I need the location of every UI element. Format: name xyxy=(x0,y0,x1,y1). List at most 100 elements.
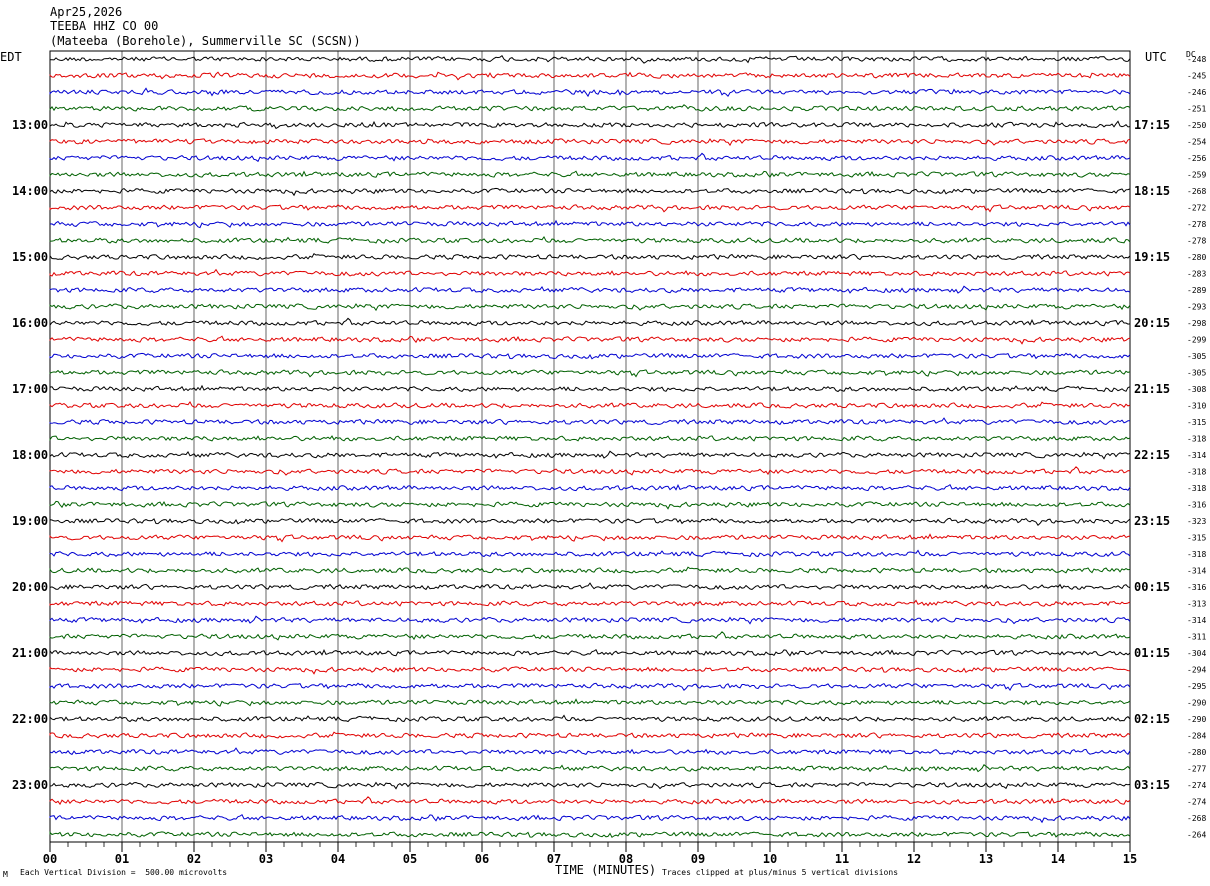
utc-hour-label: 00:15 xyxy=(1134,580,1170,594)
x-tick-label: 04 xyxy=(331,852,345,866)
dc-offset-label: -313 xyxy=(1187,600,1206,609)
dc-offset-label: -248 xyxy=(1187,55,1206,64)
dc-offset-label: -264 xyxy=(1187,831,1206,840)
x-tick-label: 03 xyxy=(259,852,273,866)
dc-offset-label: -318 xyxy=(1187,468,1206,477)
dc-offset-label: -277 xyxy=(1187,765,1206,774)
seismic-trace-42 xyxy=(49,731,1131,739)
dc-offset-label: -318 xyxy=(1187,435,1206,444)
seismic-trace-44 xyxy=(49,763,1131,773)
seismic-trace-20 xyxy=(49,369,1131,378)
dc-offset-label: -315 xyxy=(1187,418,1206,427)
edt-hour-label: 16:00 xyxy=(12,316,48,330)
seismic-trace-34 xyxy=(49,599,1131,607)
dc-offset-label: -284 xyxy=(1187,732,1206,741)
dc-offset-label: -298 xyxy=(1187,319,1206,328)
dc-offset-label: -278 xyxy=(1187,220,1206,229)
x-tick-label: 11 xyxy=(835,852,849,866)
dc-offset-label: -283 xyxy=(1187,270,1206,279)
seismic-trace-5 xyxy=(49,120,1131,130)
x-tick-label: 12 xyxy=(907,852,921,866)
seismic-trace-1 xyxy=(49,54,1131,64)
plot-frame xyxy=(49,50,1131,843)
edt-hour-label: 15:00 xyxy=(12,250,48,264)
dc-offset-label: -250 xyxy=(1187,121,1206,130)
x-tick-label: 06 xyxy=(475,852,489,866)
dc-offset-label: -272 xyxy=(1187,204,1206,213)
seismic-trace-28 xyxy=(49,500,1131,510)
utc-hour-label: 20:15 xyxy=(1134,316,1170,330)
seismic-trace-47 xyxy=(49,813,1131,824)
dc-label: DC xyxy=(1186,50,1196,59)
dc-offset-label: -280 xyxy=(1187,253,1206,262)
edt-hour-label: 14:00 xyxy=(12,184,48,198)
station-code: TEEBA HHZ CO 00 xyxy=(50,19,159,33)
dc-offset-label: -295 xyxy=(1187,682,1206,691)
dc-offset-label: -246 xyxy=(1187,88,1206,97)
dc-offset-label: -278 xyxy=(1187,237,1206,246)
dc-offset-label: -315 xyxy=(1187,534,1206,543)
x-tick-label: 14 xyxy=(1051,852,1065,866)
dc-offset-label: -318 xyxy=(1187,484,1206,493)
seismic-trace-13 xyxy=(49,252,1131,261)
dc-offset-label: -314 xyxy=(1187,451,1206,460)
dc-offset-label: -268 xyxy=(1187,814,1206,823)
seismic-trace-18 xyxy=(49,335,1131,345)
seismic-trace-38 xyxy=(49,666,1131,675)
dc-offset-label: -293 xyxy=(1187,303,1206,312)
seismic-trace-7 xyxy=(49,152,1131,163)
utc-hour-label: 17:15 xyxy=(1134,118,1170,132)
dc-offset-label: -310 xyxy=(1187,402,1206,411)
x-tick-label: 01 xyxy=(115,852,129,866)
dc-offset-label: -308 xyxy=(1187,385,1206,394)
seismic-trace-41 xyxy=(49,714,1131,723)
clip-note: Traces clipped at plus/minus 5 vertical … xyxy=(662,868,899,877)
grid-lines xyxy=(49,50,1131,852)
seismic-trace-31 xyxy=(49,549,1131,558)
x-tick-label: 05 xyxy=(403,852,417,866)
seismic-trace-29 xyxy=(49,517,1131,526)
seismic-trace-25 xyxy=(49,450,1131,460)
dc-offset-label: -304 xyxy=(1187,649,1206,658)
utc-hour-label: 01:15 xyxy=(1134,646,1170,660)
seismic-trace-33 xyxy=(49,582,1131,591)
station-location: (Mateeba (Borehole), Summerville SC (SCS… xyxy=(50,34,361,48)
dc-offset-label: -256 xyxy=(1187,154,1206,163)
edt-hour-label: 19:00 xyxy=(12,514,48,528)
edt-hour-label: 20:00 xyxy=(12,580,48,594)
dc-offset-label: -274 xyxy=(1187,781,1206,790)
left-timezone-label: EDT xyxy=(0,50,22,64)
corner-mark: M xyxy=(3,870,8,879)
edt-hour-label: 18:00 xyxy=(12,448,48,462)
seismic-traces xyxy=(49,54,1131,839)
dc-offset-label: -316 xyxy=(1187,583,1206,592)
x-axis-title: TIME (MINUTES) xyxy=(555,863,657,877)
x-tick-label: 15 xyxy=(1123,852,1137,866)
seismic-trace-39 xyxy=(49,682,1131,692)
seismic-trace-8 xyxy=(49,170,1131,179)
dc-offset-label: -305 xyxy=(1187,352,1206,361)
dc-offset-label: -289 xyxy=(1187,286,1206,295)
edt-hour-label: 21:00 xyxy=(12,646,48,660)
seismic-trace-3 xyxy=(49,87,1131,98)
seismic-trace-27 xyxy=(49,483,1131,492)
dc-offset-label: -299 xyxy=(1187,336,1206,345)
seismic-trace-19 xyxy=(49,352,1131,360)
dc-offset-label: -316 xyxy=(1187,501,1206,510)
right-timezone-label: UTC xyxy=(1145,50,1167,64)
dc-offset-label: -290 xyxy=(1187,699,1206,708)
seismic-trace-17 xyxy=(49,317,1131,327)
edt-hour-label: 22:00 xyxy=(12,712,48,726)
utc-hour-label: 19:15 xyxy=(1134,250,1170,264)
x-tick-label: 09 xyxy=(691,852,705,866)
seismic-trace-16 xyxy=(49,303,1131,312)
dc-offset-label: -323 xyxy=(1187,517,1206,526)
seismic-trace-43 xyxy=(49,747,1131,756)
seismic-trace-9 xyxy=(49,187,1131,197)
utc-hour-label: 03:15 xyxy=(1134,778,1170,792)
dc-offset-label: -245 xyxy=(1187,72,1206,81)
dc-offset-label: -254 xyxy=(1187,138,1206,147)
axis-labels: 00 01 02 03 04 05 06 07 08 09 10 11 12 13 14 15 -248 -245… xyxy=(12,55,1206,866)
x-tick-label: 07 xyxy=(547,852,561,866)
